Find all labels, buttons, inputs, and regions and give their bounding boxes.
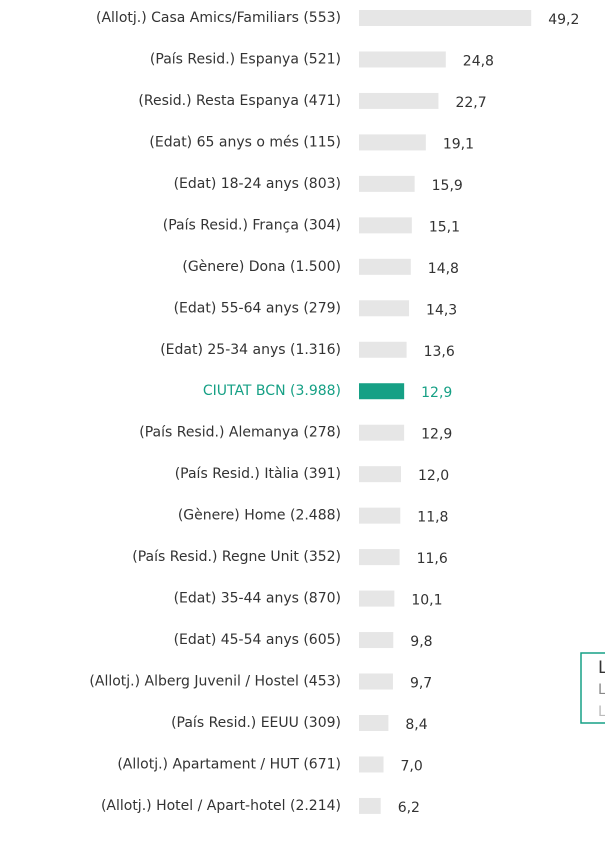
value-label: 10,1 xyxy=(411,593,442,609)
value-label: 49,2 xyxy=(548,12,579,28)
value-label: 12,0 xyxy=(418,468,449,484)
bar xyxy=(359,300,410,317)
value-label: 14,3 xyxy=(426,302,457,318)
bar xyxy=(359,466,401,483)
value-label: 12,9 xyxy=(421,385,452,401)
value-label: 7,0 xyxy=(401,758,423,774)
category-label: (Edat) 18-24 anys (803) xyxy=(174,176,341,192)
category-label: (País Resid.) Regne Unit (352) xyxy=(132,549,341,565)
value-label: 13,6 xyxy=(424,344,455,360)
value-label: 12,9 xyxy=(421,427,452,443)
legend-entry: L xyxy=(598,682,605,698)
value-label: 9,7 xyxy=(410,676,432,692)
category-label: (Allotj.) Hotel / Apart-hotel (2.214) xyxy=(101,798,341,814)
category-label: (Gènere) Home (2.488) xyxy=(178,508,341,524)
category-label: (País Resid.) Alemanya (278) xyxy=(139,425,341,441)
bar xyxy=(359,797,381,814)
value-label: 19,1 xyxy=(443,136,474,152)
category-label: CIUTAT BCN (3.988) xyxy=(203,383,341,399)
category-label: (País Resid.) França (304) xyxy=(163,217,341,233)
category-label: (Edat) 35-44 anys (870) xyxy=(174,591,341,607)
category-label: (Edat) 25-34 anys (1.316) xyxy=(160,342,341,358)
bar xyxy=(359,549,400,566)
category-label: (País Resid.) Itàlia (391) xyxy=(175,466,341,482)
bar xyxy=(359,714,389,731)
category-label: (Edat) 55-64 anys (279) xyxy=(174,300,341,316)
category-label: (Allotj.) Alberg Juvenil / Hostel (453) xyxy=(89,674,341,690)
bar xyxy=(359,424,405,441)
bar xyxy=(359,341,407,358)
bar xyxy=(359,383,405,400)
bar xyxy=(359,217,412,234)
bar xyxy=(359,756,384,773)
value-label: 11,6 xyxy=(417,551,448,567)
category-label: (Resid.) Resta Espanya (471) xyxy=(138,93,341,109)
legend-box xyxy=(580,652,605,724)
legend-entry: L xyxy=(598,704,605,720)
bar xyxy=(359,175,415,192)
category-label: (Edat) 65 anys o més (115) xyxy=(149,134,341,150)
category-label: (País Resid.) Espanya (521) xyxy=(150,51,341,67)
value-label: 24,8 xyxy=(463,53,494,69)
value-label: 8,4 xyxy=(405,717,427,733)
category-label: (Allotj.) Casa Amics/Familiars (553) xyxy=(96,10,341,26)
bar xyxy=(359,507,401,524)
value-label: 9,8 xyxy=(410,634,432,650)
value-label: 11,8 xyxy=(417,510,448,526)
value-label: 15,1 xyxy=(429,219,460,235)
bar xyxy=(359,632,394,649)
bar xyxy=(359,92,439,109)
value-label: 15,9 xyxy=(432,178,463,194)
category-label: (Edat) 45-54 anys (605) xyxy=(174,632,341,648)
value-label: 22,7 xyxy=(455,95,486,111)
category-label: (Gènere) Dona (1.500) xyxy=(182,259,341,275)
bar xyxy=(359,590,395,607)
bar xyxy=(359,673,393,690)
bar xyxy=(359,10,532,26)
value-label: 6,2 xyxy=(398,800,420,816)
legend-title: L xyxy=(598,658,605,678)
value-label: 14,8 xyxy=(428,261,459,277)
bar xyxy=(359,51,446,68)
category-label: (Allotj.) Apartament / HUT (671) xyxy=(117,756,341,772)
bar xyxy=(359,258,411,275)
category-label: (País Resid.) EEUU (309) xyxy=(171,715,341,731)
bar xyxy=(359,134,426,151)
